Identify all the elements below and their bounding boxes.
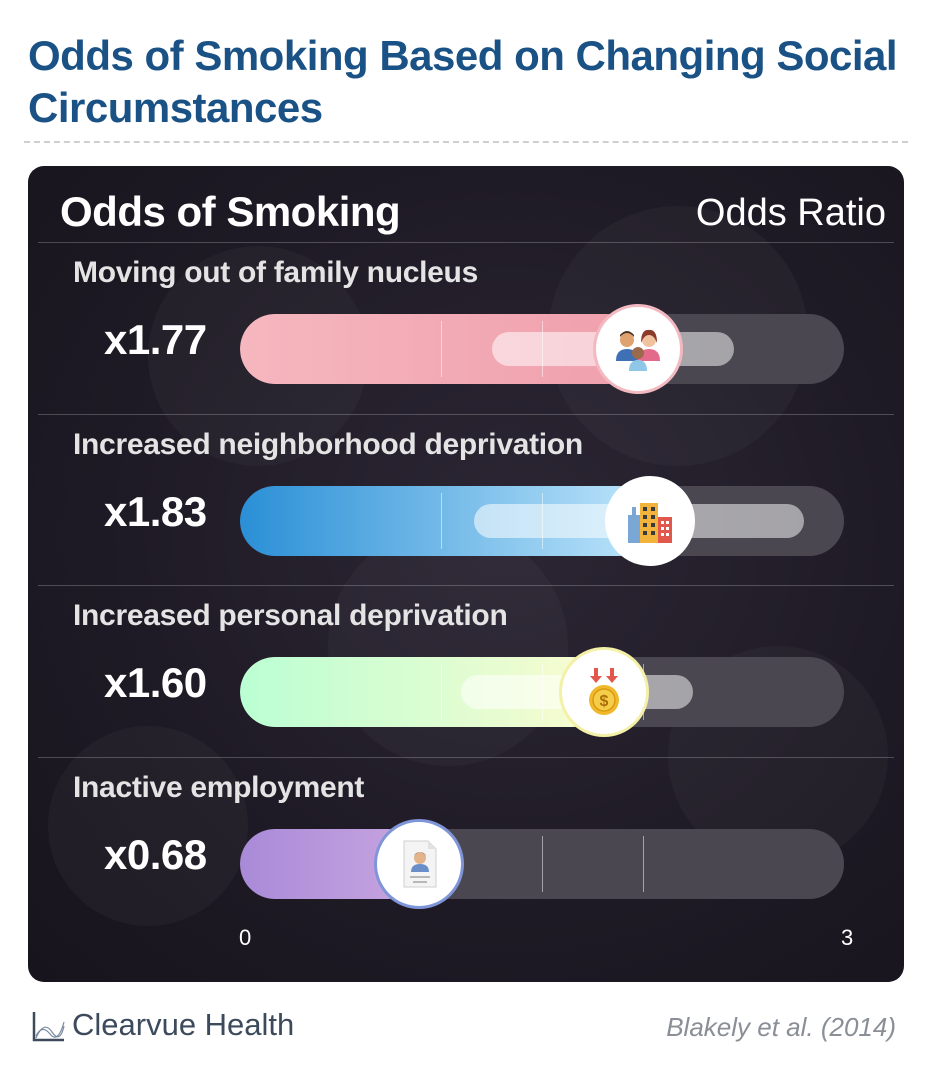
title-divider — [24, 141, 908, 143]
bar-track — [240, 657, 844, 727]
gridline — [643, 835, 644, 892]
buildings-icon — [605, 475, 695, 566]
bar-track — [240, 485, 844, 556]
gridline — [542, 664, 543, 720]
bar-track — [240, 314, 844, 384]
gridline — [542, 835, 543, 892]
page-title: Odds of Smoking Based on Changing Social… — [28, 32, 898, 131]
value-label: x0.68 — [104, 830, 207, 878]
x-tick-label-min: 0 — [239, 925, 252, 950]
value-label: x1.83 — [104, 487, 207, 535]
row-divider — [38, 413, 894, 415]
gridline — [441, 321, 442, 377]
row-divider — [38, 585, 894, 586]
category-label: Increased personal deprivation — [73, 599, 508, 632]
brand-logo: Clearvue Health — [30, 1006, 294, 1044]
gridline — [542, 321, 543, 377]
x-tick-label-max: 3 — [841, 925, 854, 950]
gridline — [542, 492, 543, 549]
svg-text:$: $ — [600, 693, 609, 710]
header-divider — [38, 242, 894, 243]
axis-title: Odds Ratio — [695, 192, 886, 234]
source-citation: Blakely et al. (2014) — [666, 1012, 896, 1042]
value-label: x1.77 — [104, 316, 207, 363]
bar-track — [240, 828, 844, 899]
chart-panel: Odds of Smoking Odds Ratio Moving out of… — [28, 166, 904, 982]
value-label: x1.60 — [104, 659, 207, 706]
brand-name: Clearvue Health — [72, 1007, 295, 1042]
row-divider — [38, 756, 894, 758]
resume-icon — [374, 818, 464, 909]
chart-title: Odds of Smoking — [60, 188, 401, 235]
brand-mark-icon — [32, 1012, 65, 1042]
coin-down-icon: $ — [559, 647, 649, 737]
gridline — [441, 492, 442, 549]
background-bokeh — [328, 526, 568, 766]
category-label: Moving out of family nucleus — [73, 256, 478, 289]
category-label: Inactive employment — [73, 770, 365, 804]
family-icon — [593, 304, 683, 394]
gridline — [441, 664, 442, 720]
category-label: Increased neighborhood deprivation — [73, 427, 583, 461]
